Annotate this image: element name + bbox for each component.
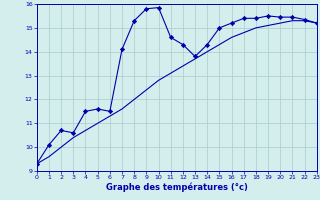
X-axis label: Graphe des températures (°c): Graphe des températures (°c) <box>106 183 248 192</box>
